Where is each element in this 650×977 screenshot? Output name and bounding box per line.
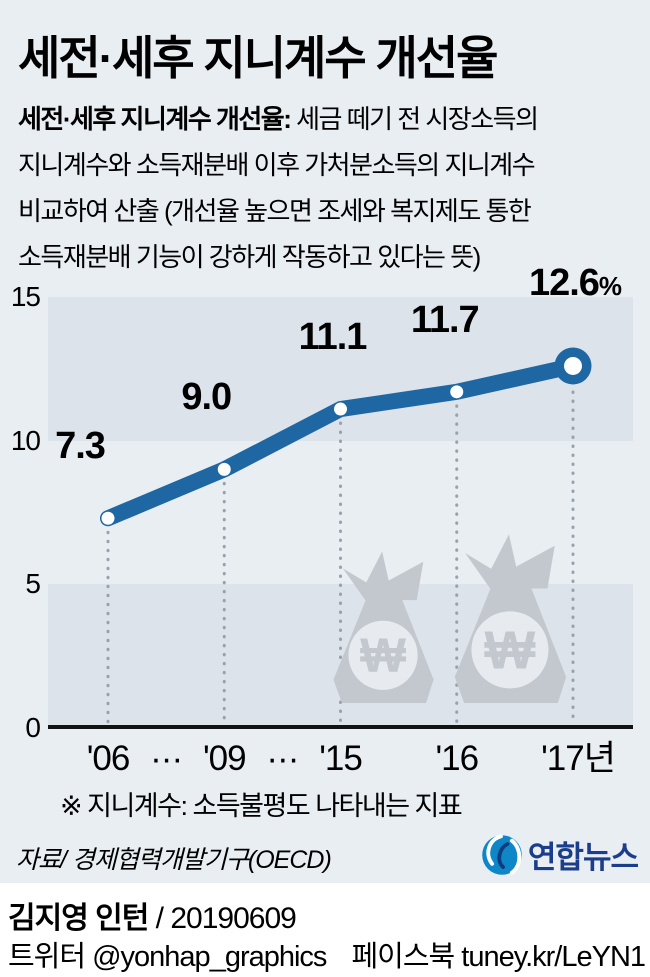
x-tick-label: '15 — [319, 739, 363, 778]
x-tick-label: ··· — [150, 739, 183, 778]
x-axis-line — [48, 725, 633, 729]
y-tick-label: 10 — [10, 424, 41, 456]
x-tick-label: '06 — [86, 739, 131, 778]
data-point-marker — [101, 511, 115, 525]
description-line: 지니계수와 소득재분배 이후 가처분소득의 지니계수 — [18, 150, 536, 180]
value-label: 7.3 — [55, 425, 106, 468]
yonhap-logo: 연합뉴스 — [480, 832, 639, 877]
data-point-marker — [217, 462, 231, 476]
facebook-label: 페이스북 — [351, 941, 456, 973]
description-line: 소득재분배 기능이 강하게 작동하고 있다는 뜻) — [18, 242, 481, 272]
yonhap-logo-text: 연합뉴스 — [527, 840, 639, 875]
value-label: 11.7 — [410, 298, 480, 341]
source-text: 자료/ 경제협력개발기구(OECD) — [16, 846, 332, 874]
yonhap-globe-icon — [482, 833, 522, 875]
unit-suffix: % — [598, 270, 622, 301]
x-tick-label: '16 — [435, 739, 479, 778]
byline: 김지영 인턴 / 20190609 — [8, 893, 297, 937]
description-text: 세금 떼기 전 시장소득의 — [290, 104, 539, 134]
description: 세전·세후 지니계수 개선율: 세금 떼기 전 시장소득의 지니계수와 소득재분… — [18, 96, 539, 280]
x-tick-label: ··· — [266, 739, 299, 778]
y-tick-label: 15 — [10, 281, 41, 312]
money-bag-icon: ₩ — [454, 534, 567, 703]
description-line: 세전·세후 지니계수 개선율: 세금 떼기 전 시장소득의 — [18, 96, 539, 142]
author-name: 김지영 인턴 — [8, 902, 149, 935]
y-tick-label: 5 — [25, 568, 41, 600]
description-line: 비교하여 산출 (개선율 높으면 조세와 복지제도 통한 — [18, 196, 532, 226]
publish-date: / 20190609 — [148, 902, 297, 935]
facebook-url[interactable]: tuney.kr/LeYN1 — [461, 941, 646, 973]
x-tick-label: '09 — [202, 739, 247, 778]
credits-footer: 김지영 인턴 / 20190609 트위터 @yonhap_graphics 페… — [0, 883, 650, 977]
twitter-label: 트위터 — [8, 941, 86, 973]
twitter-handle[interactable]: @yonhap_graphics — [92, 941, 327, 973]
description-bold-term: 세전·세후 지니계수 개선율: — [18, 104, 292, 134]
graphic-canvas: 세전·세후 지니계수 개선율 세전·세후 지니계수 개선율: 세금 떼기 전 시… — [0, 0, 650, 883]
footnote: ※ 지니계수: 소득불평도 나타내는 지표 — [60, 791, 463, 821]
value-label: 12.6% — [528, 261, 622, 304]
y-tick-label: 0 — [25, 712, 41, 743]
social-links: 트위터 @yonhap_graphics 페이스북 tuney.kr/LeYN1 — [8, 933, 646, 975]
won-symbol: ₩ — [360, 629, 406, 683]
page-title: 세전·세후 지니계수 개선율 — [18, 32, 498, 84]
won-symbol: ₩ — [484, 621, 536, 681]
value-label: 11.1 — [298, 316, 368, 359]
value-label: 9.0 — [181, 376, 232, 419]
x-tick-label: '17년 — [541, 739, 616, 778]
money-bag-icon: ₩ — [333, 551, 434, 703]
